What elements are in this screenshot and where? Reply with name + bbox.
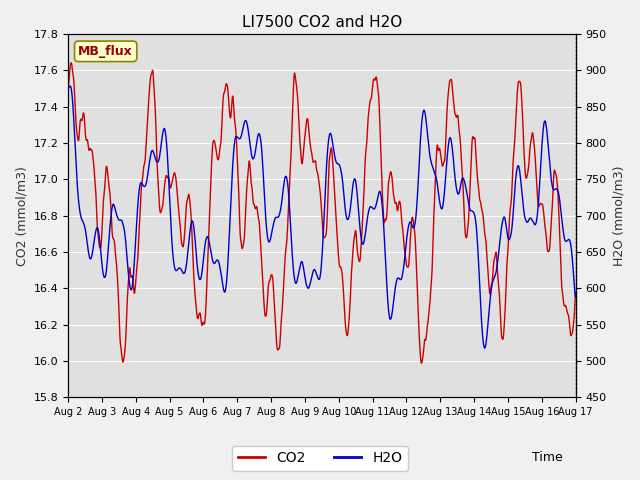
Title: LI7500 CO2 and H2O: LI7500 CO2 and H2O xyxy=(242,15,402,30)
Text: Time: Time xyxy=(532,451,563,464)
Text: MB_flux: MB_flux xyxy=(78,45,133,58)
Y-axis label: CO2 (mmol/m3): CO2 (mmol/m3) xyxy=(15,166,28,265)
Y-axis label: H2O (mmol/m3): H2O (mmol/m3) xyxy=(612,166,625,266)
Legend: CO2, H2O: CO2, H2O xyxy=(232,445,408,471)
